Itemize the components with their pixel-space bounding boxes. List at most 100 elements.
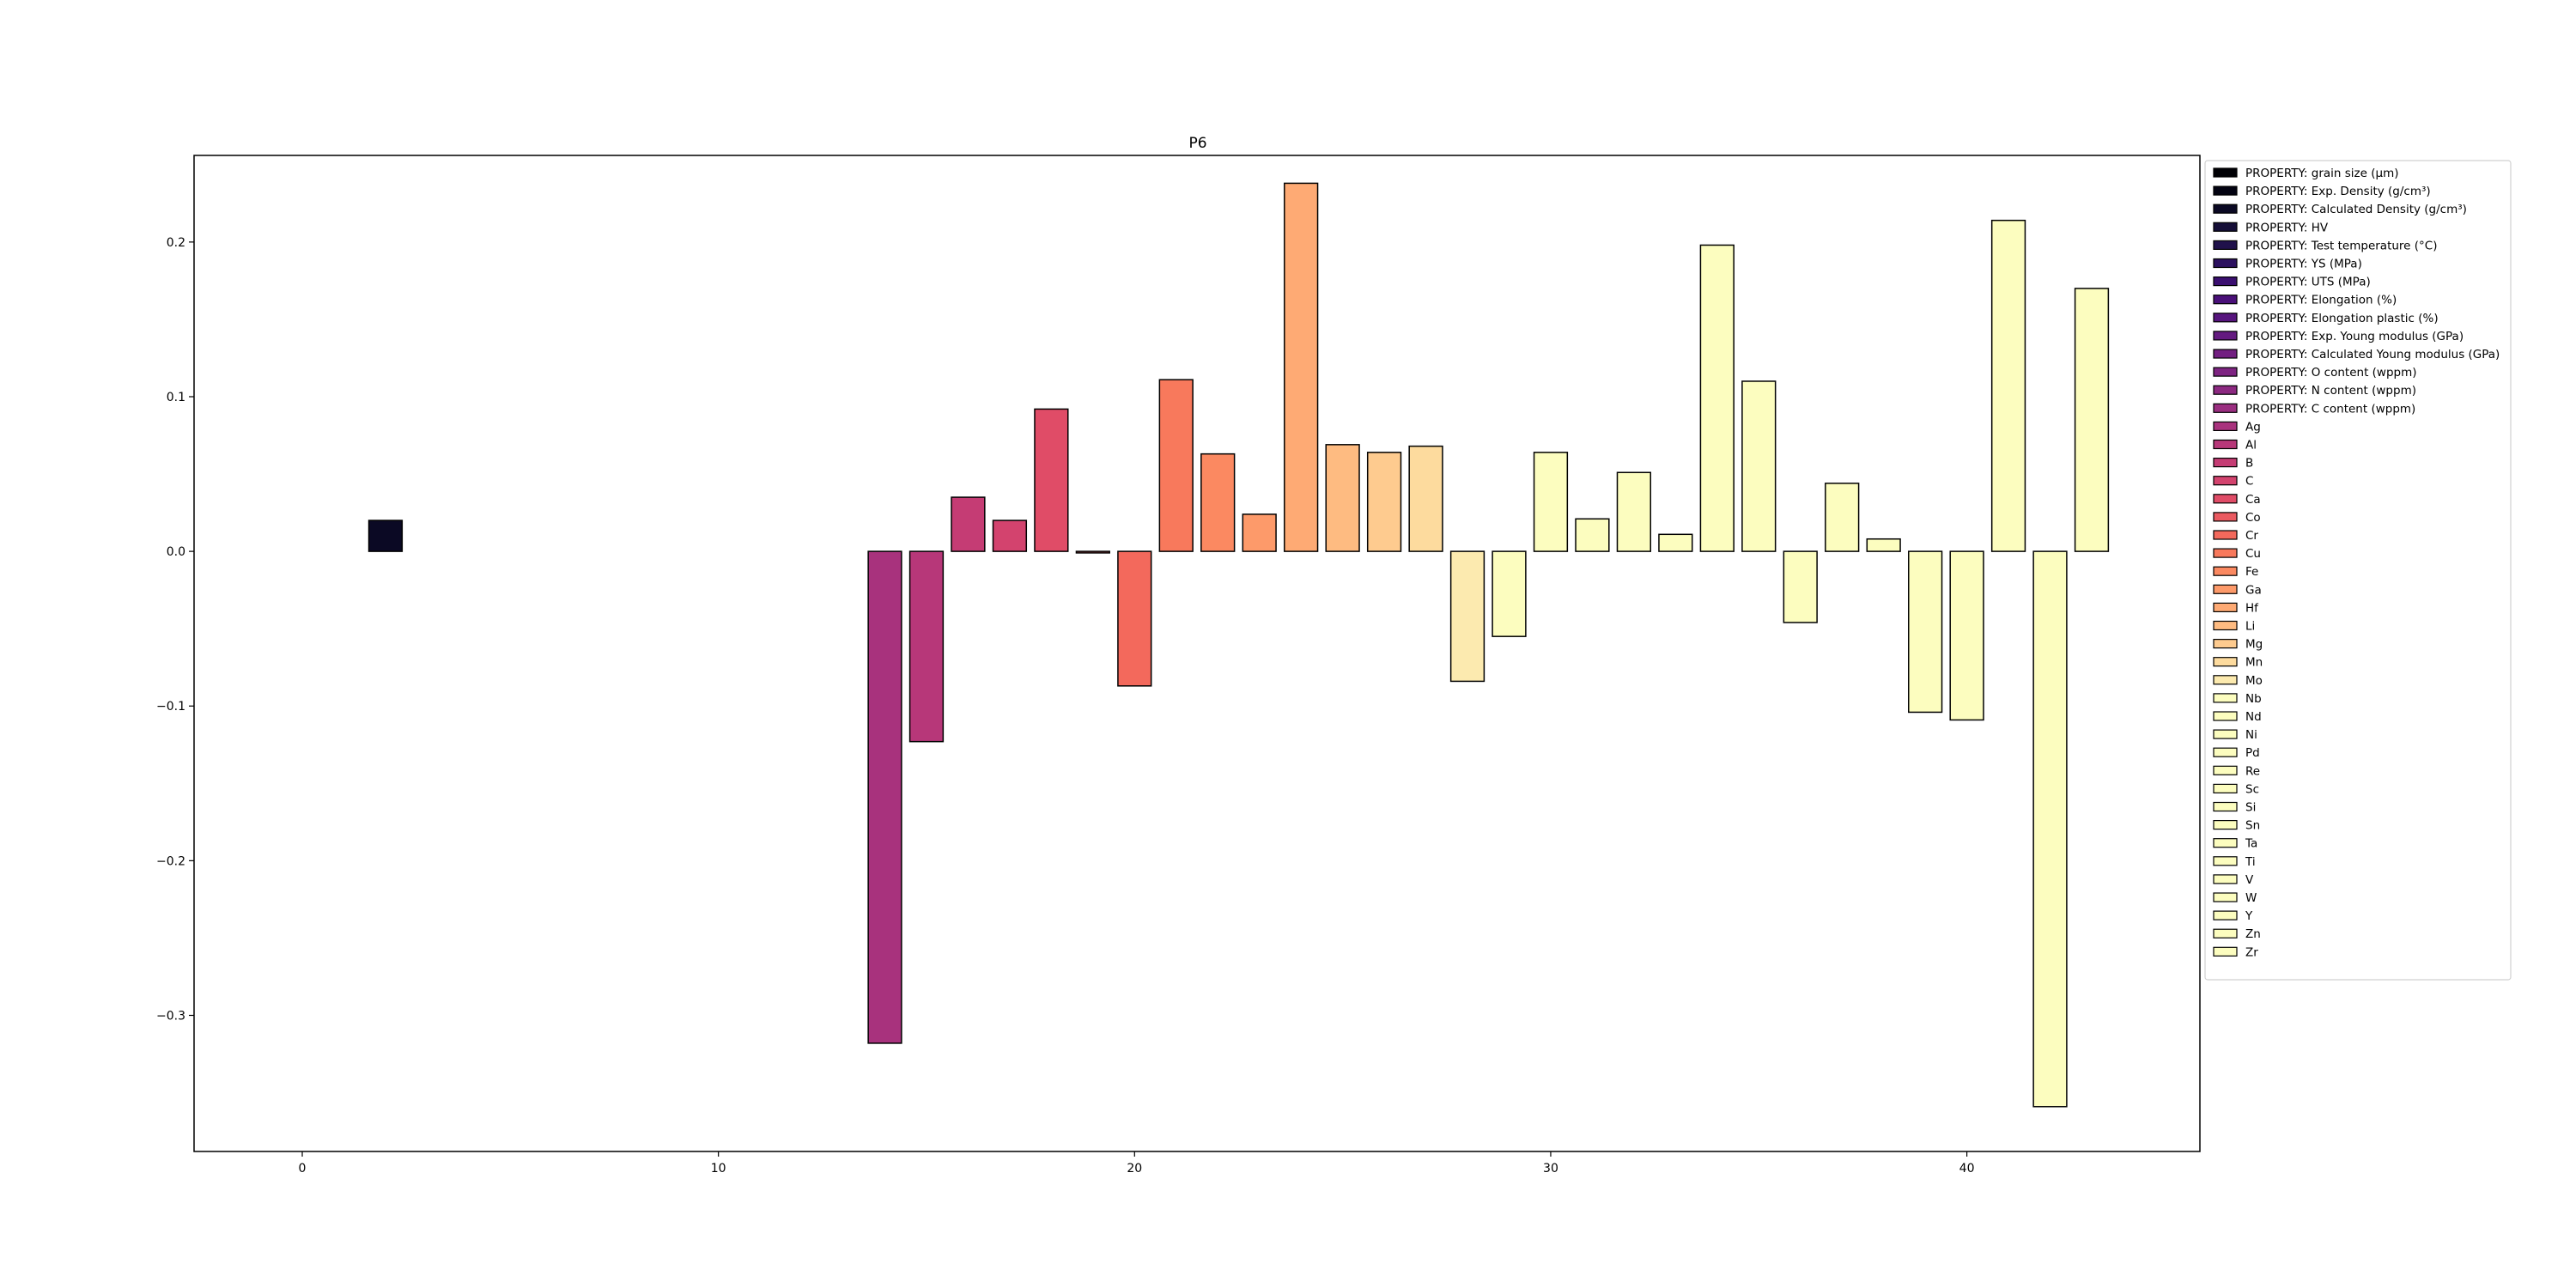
legend-swatch xyxy=(2213,331,2238,341)
x-tick-label: 0 xyxy=(299,1162,307,1176)
legend-label: Ni xyxy=(2245,728,2257,742)
legend-swatch xyxy=(2213,476,2238,486)
bar xyxy=(1366,452,1402,552)
legend-label: W xyxy=(2245,891,2257,905)
bar xyxy=(992,519,1028,552)
legend-label: Zn xyxy=(2245,927,2261,941)
legend-swatch xyxy=(2213,638,2238,649)
legend-swatch xyxy=(2213,910,2238,920)
bar xyxy=(368,519,404,552)
legend-swatch xyxy=(2213,240,2238,250)
bar xyxy=(2074,288,2110,552)
legend-label: PROPERTY: Test temperature (°C) xyxy=(2245,239,2438,252)
bar xyxy=(1117,550,1152,687)
legend-label: PROPERTY: Elongation (%) xyxy=(2245,294,2397,307)
legend-swatch xyxy=(2213,874,2238,884)
legend-swatch xyxy=(2213,367,2238,377)
bar xyxy=(1284,182,1319,552)
legend-label: PROPERTY: grain size (μm) xyxy=(2245,167,2399,180)
bar xyxy=(1408,445,1443,552)
legend-label: Ti xyxy=(2245,855,2256,869)
legend-label: Mg xyxy=(2245,638,2263,652)
x-tick-label: 30 xyxy=(1543,1162,1558,1176)
legend-label: Zr xyxy=(2245,945,2258,959)
legend-swatch xyxy=(2213,494,2238,504)
legend-swatch xyxy=(2213,512,2238,522)
bar xyxy=(1866,538,1901,552)
bar xyxy=(867,550,902,1044)
legend-swatch xyxy=(2213,729,2238,739)
plot-frame xyxy=(193,155,2201,1152)
legend-label: Ta xyxy=(2245,837,2257,851)
legend-label: PROPERTY: Calculated Density (g/cm³) xyxy=(2245,203,2467,216)
legend-swatch xyxy=(2213,675,2238,685)
bar xyxy=(1949,550,1984,721)
bar xyxy=(1699,244,1735,552)
legend-swatch xyxy=(2213,258,2238,269)
legend-label: PROPERTY: Calculated Young modulus (GPa) xyxy=(2245,348,2500,361)
legend-label: PROPERTY: UTS (MPa) xyxy=(2245,276,2371,289)
legend-label: V xyxy=(2245,873,2254,887)
legend-swatch xyxy=(2213,185,2238,196)
legend-label: Y xyxy=(2245,909,2253,923)
y-tick-label: −0.3 xyxy=(156,1009,185,1023)
legend-swatch xyxy=(2213,819,2238,830)
bar xyxy=(1990,219,2026,552)
legend-swatch xyxy=(2213,222,2238,232)
plot-area xyxy=(368,182,2110,1108)
legend-label: Ga xyxy=(2245,583,2262,597)
bar xyxy=(908,550,945,743)
legend-label: Ca xyxy=(2245,493,2261,507)
legend-swatch xyxy=(2213,711,2238,721)
legend-label: Al xyxy=(2245,439,2257,453)
legend-swatch xyxy=(2213,295,2238,305)
legend-swatch xyxy=(2213,584,2238,594)
legend-swatch xyxy=(2213,838,2238,848)
legend-swatch xyxy=(2213,385,2238,395)
legend-swatch xyxy=(2213,403,2238,413)
legend-label: B xyxy=(2245,457,2253,471)
legend-label: PROPERTY: YS (MPa) xyxy=(2245,258,2362,271)
bar xyxy=(1158,379,1194,552)
legend-frame xyxy=(2204,160,2512,981)
legend-label: PROPERTY: N content (wppm) xyxy=(2245,384,2416,398)
bar xyxy=(2032,550,2068,1108)
bar xyxy=(1908,550,1943,714)
legend-swatch xyxy=(2213,602,2238,613)
legend-swatch xyxy=(2213,783,2238,794)
legend-swatch xyxy=(2213,928,2238,939)
legend-swatch xyxy=(2213,747,2238,757)
bar xyxy=(1533,452,1569,552)
legend-swatch xyxy=(2213,313,2238,323)
bar xyxy=(1449,550,1485,683)
legend-label: C xyxy=(2245,475,2253,489)
legend-swatch xyxy=(2213,276,2238,287)
y-tick-label: −0.1 xyxy=(156,700,185,714)
bar xyxy=(1825,483,1860,552)
legend-swatch xyxy=(2213,204,2238,214)
legend-label: PROPERTY: C content (wppm) xyxy=(2245,402,2415,416)
legend-label: Re xyxy=(2245,764,2260,778)
legend-swatch xyxy=(2213,167,2238,178)
legend-label: Nb xyxy=(2245,692,2262,706)
legend-swatch xyxy=(2213,620,2238,631)
legend-swatch xyxy=(2213,349,2238,359)
legend-label: Cu xyxy=(2245,547,2261,561)
legend-label: Hf xyxy=(2245,601,2259,615)
legend-swatch xyxy=(2213,548,2238,558)
bar xyxy=(951,496,986,552)
legend-swatch xyxy=(2213,693,2238,703)
legend-swatch xyxy=(2213,801,2238,812)
bar xyxy=(1242,513,1277,552)
bar xyxy=(1075,550,1110,554)
legend-label: Mn xyxy=(2245,656,2263,670)
legend-label: Si xyxy=(2245,801,2256,815)
legend-swatch xyxy=(2213,457,2238,468)
legend-swatch xyxy=(2213,421,2238,431)
legend-label: Sn xyxy=(2245,819,2260,833)
bar xyxy=(1492,550,1527,637)
legend-label: Ag xyxy=(2245,420,2261,434)
bar xyxy=(1783,550,1818,623)
legend-swatch xyxy=(2213,566,2238,576)
